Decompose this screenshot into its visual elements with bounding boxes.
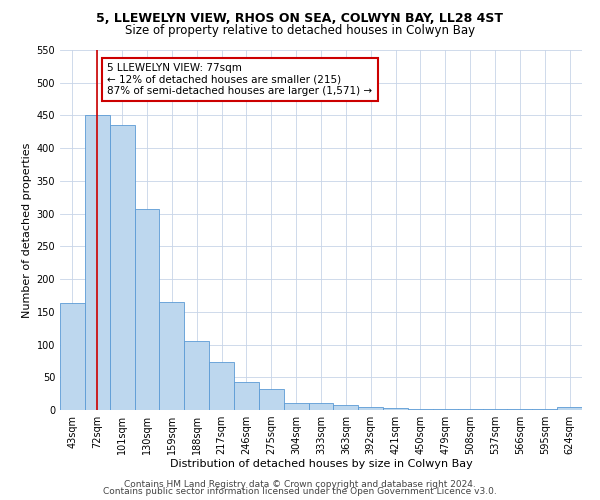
Bar: [433, 408, 458, 410]
Bar: [408, 408, 433, 410]
Bar: [234, 382, 259, 410]
Bar: [134, 209, 160, 410]
Bar: [308, 404, 334, 410]
Bar: [284, 404, 308, 410]
Bar: [259, 389, 284, 410]
Bar: [358, 408, 383, 410]
Bar: [85, 116, 110, 410]
Bar: [383, 408, 408, 410]
X-axis label: Distribution of detached houses by size in Colwyn Bay: Distribution of detached houses by size …: [170, 458, 472, 468]
Bar: [209, 362, 234, 410]
Text: Contains HM Land Registry data © Crown copyright and database right 2024.: Contains HM Land Registry data © Crown c…: [124, 480, 476, 489]
Text: 5 LLEWELYN VIEW: 77sqm
← 12% of detached houses are smaller (215)
87% of semi-de: 5 LLEWELYN VIEW: 77sqm ← 12% of detached…: [107, 63, 373, 96]
Bar: [557, 408, 582, 410]
Bar: [110, 126, 134, 410]
Y-axis label: Number of detached properties: Number of detached properties: [22, 142, 32, 318]
Text: 5, LLEWELYN VIEW, RHOS ON SEA, COLWYN BAY, LL28 4ST: 5, LLEWELYN VIEW, RHOS ON SEA, COLWYN BA…: [97, 12, 503, 26]
Bar: [184, 342, 209, 410]
Text: Contains public sector information licensed under the Open Government Licence v3: Contains public sector information licen…: [103, 487, 497, 496]
Text: Size of property relative to detached houses in Colwyn Bay: Size of property relative to detached ho…: [125, 24, 475, 37]
Bar: [60, 304, 85, 410]
Bar: [160, 302, 184, 410]
Bar: [334, 405, 358, 410]
